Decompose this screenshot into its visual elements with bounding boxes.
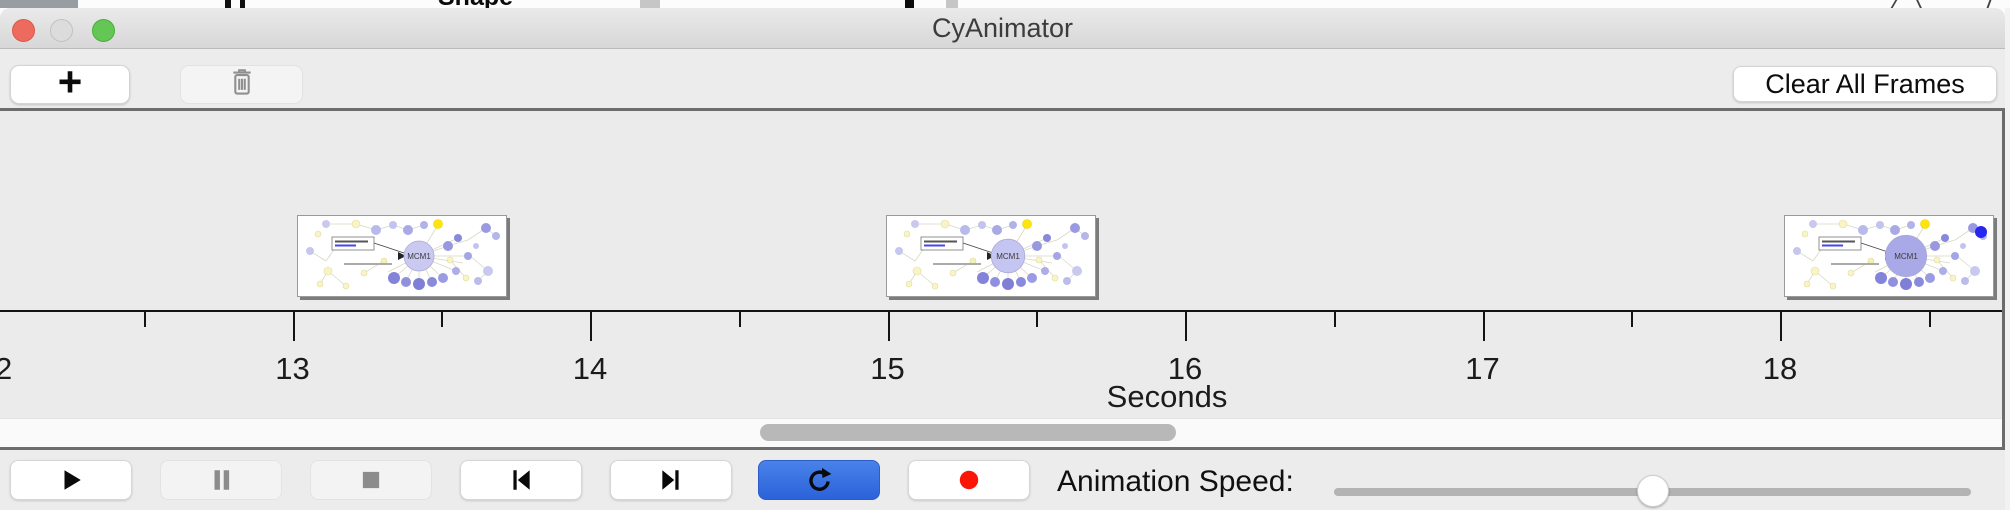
background-line-art (1986, 0, 1992, 8)
stop-icon (358, 467, 384, 493)
background-glyph (946, 0, 958, 8)
zoom-button[interactable] (92, 19, 115, 42)
clear-all-frames-button[interactable]: Clear All Frames (1733, 66, 1997, 102)
loop-icon (806, 467, 833, 494)
axis-major-tick (887, 310, 890, 341)
skip-to-start-button[interactable] (460, 460, 582, 500)
thumbnail-yellow-nodes (903, 219, 1058, 290)
svg-text:MCM1: MCM1 (407, 252, 431, 261)
axis-tick-label: 14 (572, 351, 608, 386)
frame-thumbnail[interactable]: MCM1 (296, 215, 507, 297)
thumbnail-purple-nodes (894, 220, 1089, 290)
clear-all-frames-label: Clear All Frames (1765, 68, 1965, 99)
toolbar: + Clear All Frames (0, 49, 2005, 108)
timeline-scrollbar-thumb[interactable] (760, 424, 1176, 441)
axis-tick-label: 18 (1762, 351, 1798, 386)
background-shape-text: Shape (438, 0, 513, 8)
thumbnail-central-node: MCM1 (986, 238, 1025, 274)
axis-minor-tick (1333, 310, 1336, 327)
delete-frame-button[interactable] (180, 65, 303, 104)
axis-major-tick (1780, 310, 1782, 341)
close-button[interactable] (12, 19, 35, 42)
background-glyph (225, 0, 231, 8)
animation-speed-label: Animation Speed: (1057, 465, 1294, 498)
animation-speed-slider-track[interactable] (1334, 475, 1971, 507)
pause-button[interactable] (160, 460, 282, 500)
background-glyph (905, 0, 914, 8)
thumbnail-purple-nodes (1793, 220, 1988, 290)
thumbnail-caption-line (343, 263, 392, 265)
thumbnail-tooltip (331, 236, 404, 254)
axis-tick-label: 17 (1465, 351, 1500, 386)
frame-thumbnail[interactable]: MCM1 (1784, 215, 1995, 297)
axis-minor-tick (1631, 310, 1634, 327)
timeline-axis-line (0, 310, 2002, 312)
play-icon (58, 467, 84, 493)
record-icon (956, 467, 982, 493)
axis-minor-tick (143, 310, 146, 327)
thumbnail-caption-line (932, 263, 981, 265)
trash-icon (228, 67, 256, 102)
play-button[interactable] (10, 460, 132, 500)
skip-start-icon (508, 467, 534, 493)
background-glyph (640, 0, 660, 8)
record-button[interactable] (908, 460, 1030, 500)
svg-text:MCM1: MCM1 (1894, 252, 1918, 261)
axis-major-tick (1185, 310, 1187, 341)
thumbnail-caption-line (1831, 263, 1880, 265)
axis-tick-label: 16 (1167, 351, 1203, 386)
background-line-art (1890, 0, 1898, 8)
loop-button[interactable] (758, 460, 880, 500)
axis-major-tick (292, 310, 295, 341)
frame-thumbnail[interactable]: MCM1 (885, 215, 1096, 297)
minimize-button[interactable] (50, 19, 73, 42)
window-right-edge (2005, 8, 2010, 510)
timeline-scrollbar-track[interactable] (0, 418, 2002, 447)
window-title: CyAnimator (931, 13, 1074, 43)
timeline-panel: Seconds (0, 108, 2005, 450)
stop-button[interactable] (310, 460, 432, 500)
axis-minor-tick (1928, 310, 1931, 327)
thumbnail-purple-nodes (305, 220, 500, 290)
axis-unit-label: Seconds (1106, 379, 1228, 414)
playback-bar: Animation Speed: (0, 450, 2005, 510)
thumbnail-central-node: MCM1 (1884, 234, 1928, 278)
background-gray-block (0, 0, 78, 8)
thumbnail-central-node: MCM1 (397, 240, 434, 272)
titlebar: CyAnimator (0, 8, 2005, 49)
background-line-art (1916, 0, 1922, 8)
add-frame-button[interactable]: + (10, 58, 130, 105)
pause-icon (208, 467, 234, 493)
skip-end-icon (658, 467, 684, 493)
axis-tick-label: 13 (275, 351, 310, 386)
axis-tick-label: 12 (0, 351, 12, 387)
plus-icon: + (57, 57, 83, 105)
skip-to-end-button[interactable] (610, 460, 732, 500)
background-app-strip: Shape (0, 0, 2010, 8)
cyanimator-window: CyAnimator + Clear All Frames Seconds (0, 8, 2005, 510)
axis-minor-tick (738, 310, 741, 327)
axis-major-tick (590, 310, 592, 341)
thumbnail-tooltip (1818, 236, 1892, 254)
svg-text:MCM1: MCM1 (996, 252, 1020, 261)
thumbnail-accent-node (1975, 226, 1988, 238)
axis-minor-tick (441, 310, 444, 327)
background-glyph (240, 0, 245, 8)
axis-tick-label: 15 (870, 351, 905, 386)
thumbnail-tooltip (920, 236, 993, 254)
animation-speed-slider-thumb[interactable] (1636, 475, 1669, 507)
axis-minor-tick (1036, 310, 1039, 327)
axis-major-tick (1482, 310, 1485, 341)
